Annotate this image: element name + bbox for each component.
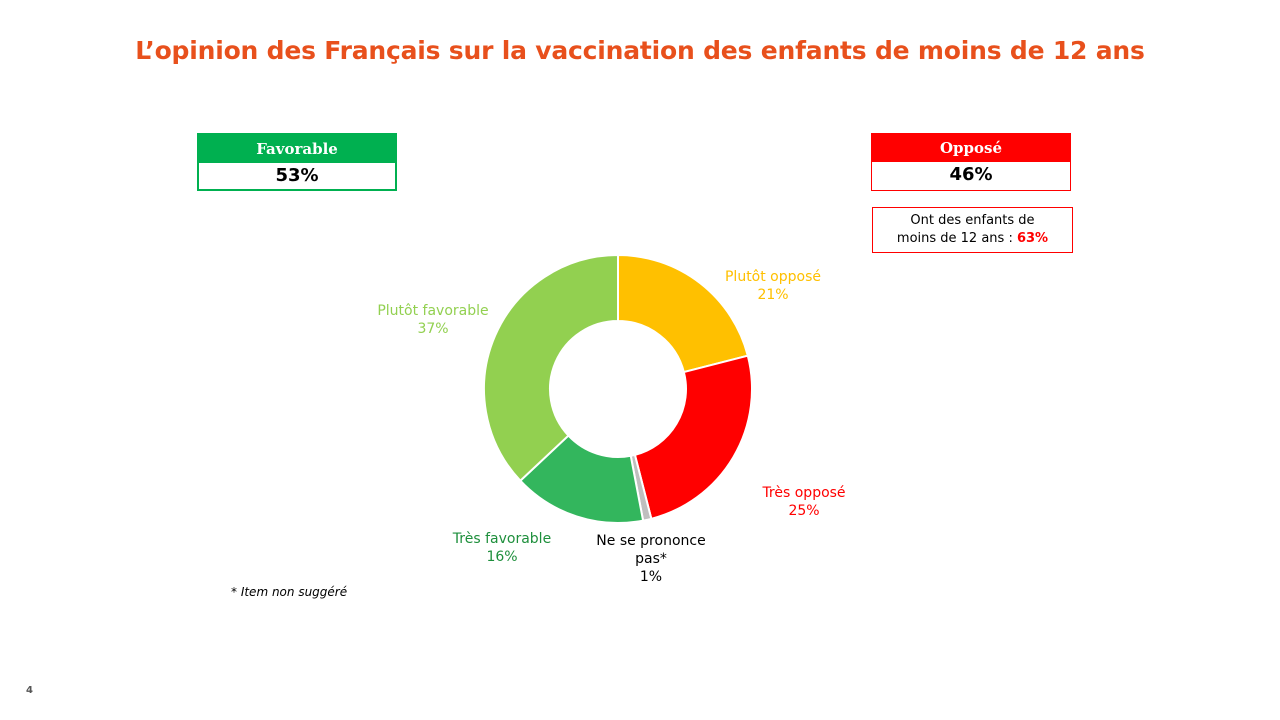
data-label-value-4: 37% (417, 321, 448, 337)
data-label-value-3: 16% (486, 549, 517, 565)
page-number: 4 (26, 685, 33, 696)
data-label-name-0-0: Plutôt opposé (725, 269, 821, 285)
footnote: * Item non suggéré (231, 585, 348, 599)
data-label-name-1-0: Très opposé (761, 485, 845, 501)
data-label-name-4-0: Plutôt favorable (377, 303, 488, 319)
data-label-name-3-0: Très favorable (452, 531, 551, 547)
note-line1: Ont des enfants de (910, 213, 1035, 228)
note-line2-wrap: moins de 12 ans : 63% (873, 230, 1072, 248)
oppose-value: 46% (949, 164, 993, 185)
note-value: 63% (1016, 231, 1049, 246)
data-label-value-2: 1% (640, 569, 662, 585)
data-label-name-2-0: Ne se prononce (596, 533, 705, 549)
oppose-summary-box: Opposé 46% (871, 133, 1071, 191)
data-label-value-1: 25% (788, 503, 819, 519)
oppose-label: Opposé (872, 134, 1070, 162)
slice-plut-t-oppos (617, 253, 750, 374)
slice-tr-s-oppos (633, 354, 753, 521)
favorable-label: Favorable (199, 135, 395, 163)
favorable-value: 53% (275, 165, 319, 186)
page-title: L’opinion des Français sur la vaccinatio… (135, 36, 1145, 65)
slice-plut-t-favorable (483, 253, 619, 483)
data-label-value-0: 21% (757, 287, 788, 303)
favorable-summary-box: Favorable 53% (197, 133, 397, 191)
children-note-box: Ont des enfants de moins de 12 ans : 63% (872, 207, 1073, 253)
data-label-name-2-1: pas* (635, 551, 667, 567)
note-line2: moins de 12 ans : (896, 231, 1017, 246)
